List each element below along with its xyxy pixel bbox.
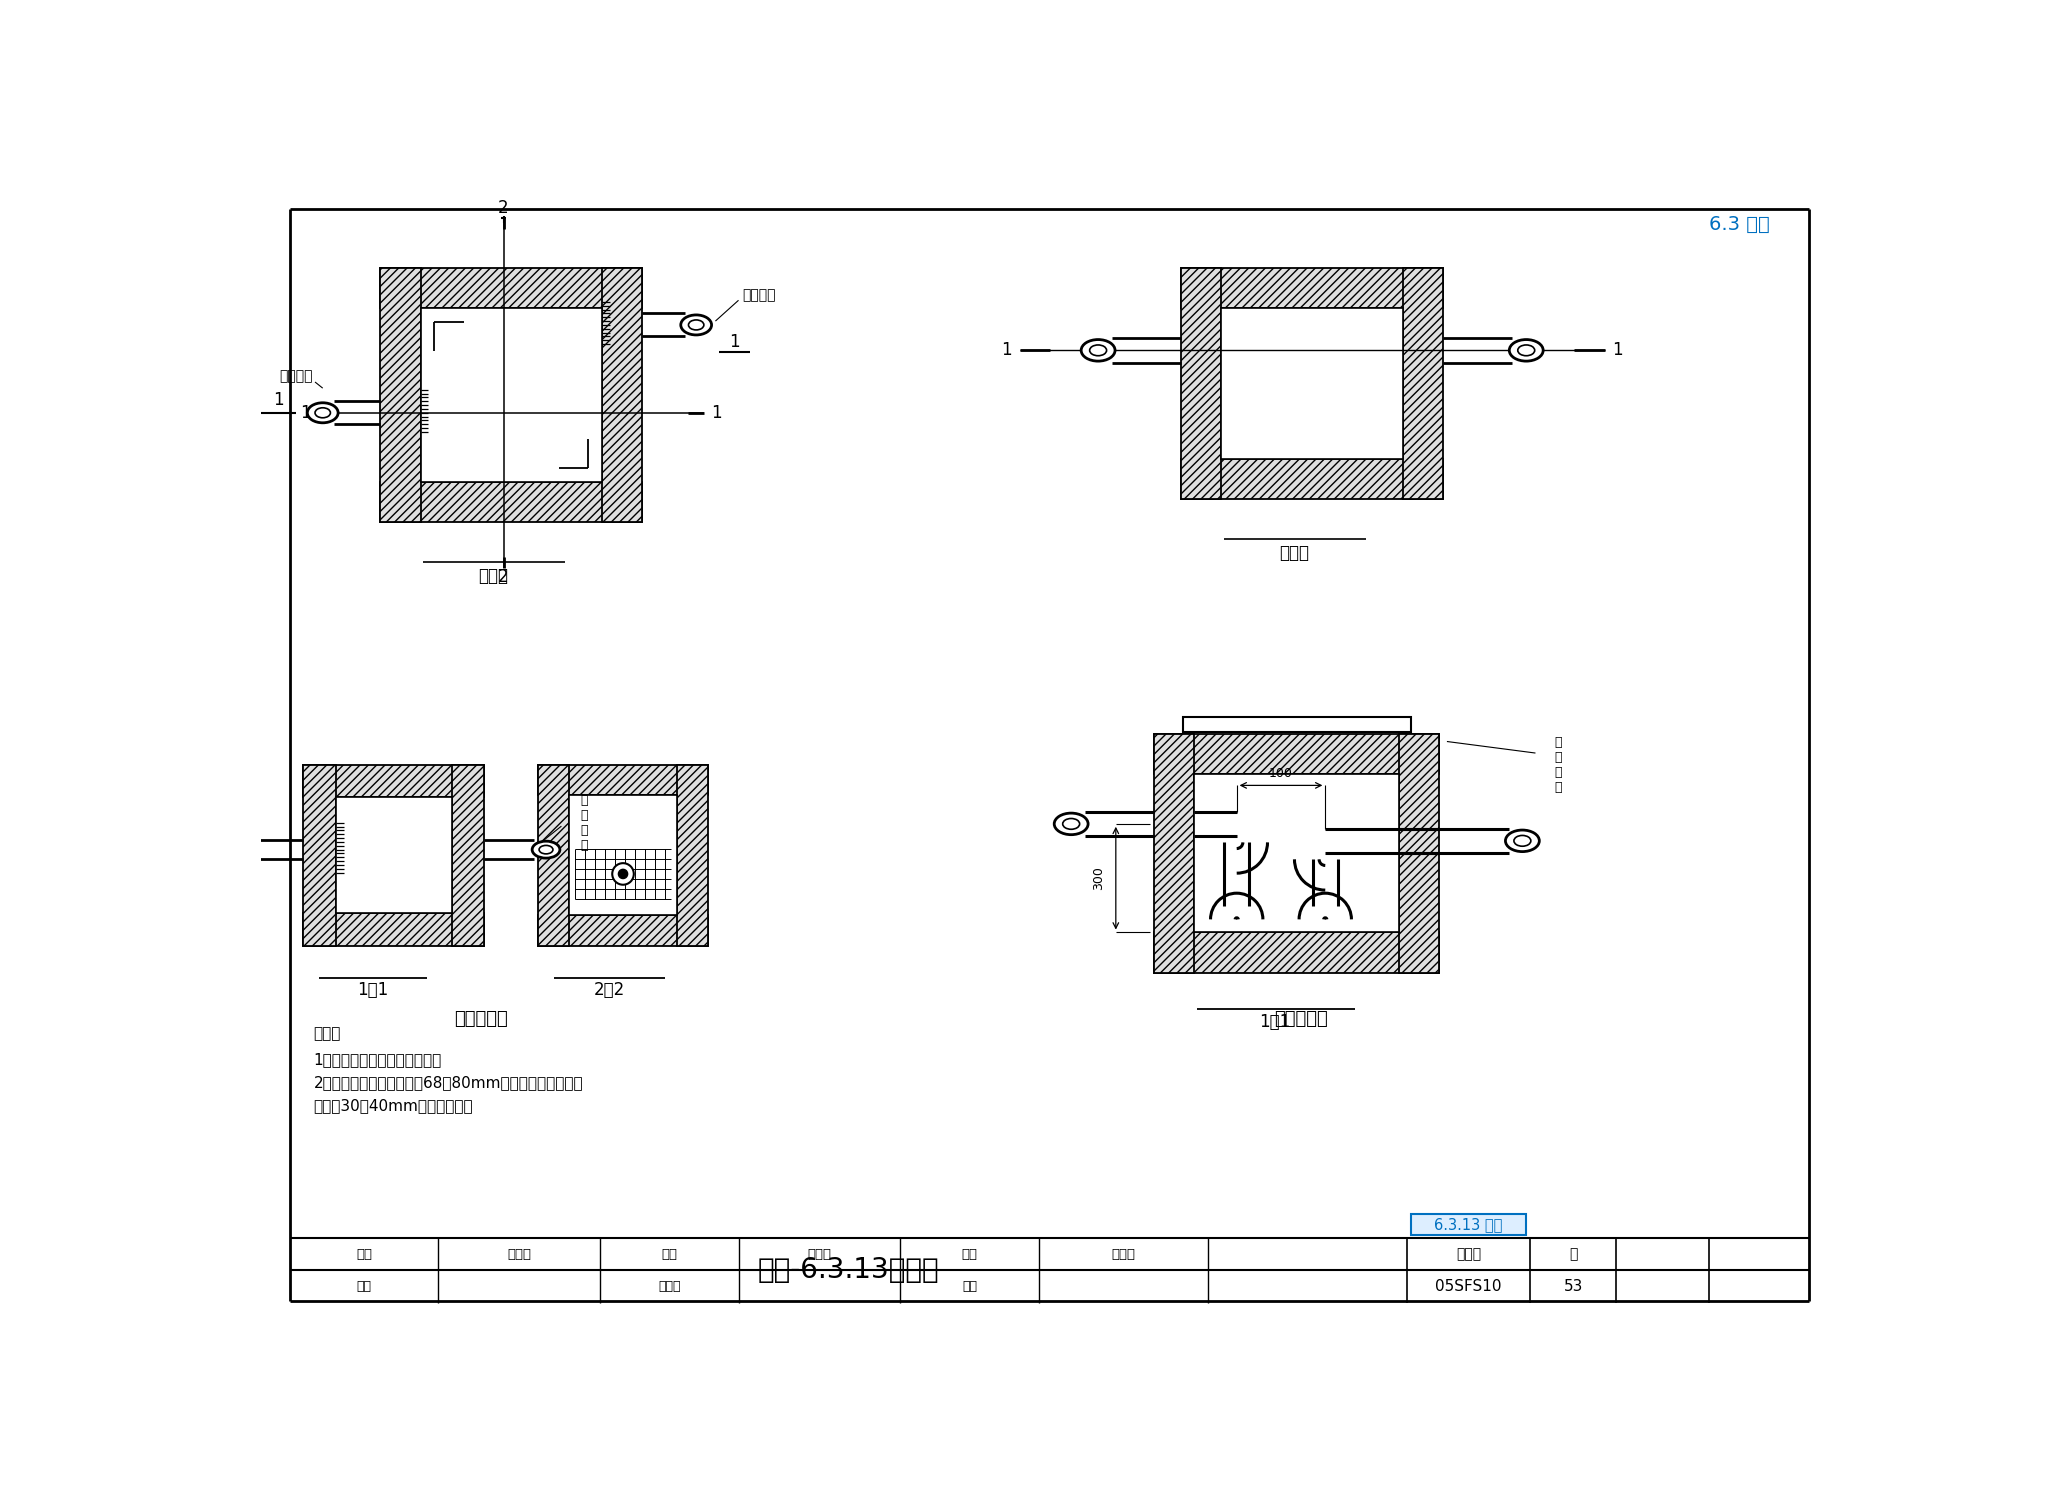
- Ellipse shape: [688, 320, 705, 330]
- Circle shape: [618, 869, 627, 879]
- Circle shape: [612, 863, 633, 885]
- Text: 水封井图示: 水封井图示: [1274, 1009, 1327, 1027]
- Text: 用粒径30～40mm的砾石填满。: 用粒径30～40mm的砾石填满。: [313, 1099, 473, 1114]
- Bar: [381, 268, 643, 308]
- Text: 施培俊: 施培俊: [807, 1248, 831, 1260]
- Ellipse shape: [680, 315, 711, 335]
- Text: 1: 1: [1001, 341, 1012, 359]
- Bar: [303, 913, 485, 945]
- Ellipse shape: [1090, 345, 1106, 356]
- Bar: [1403, 268, 1444, 499]
- Bar: [1399, 734, 1440, 973]
- Bar: [1155, 734, 1440, 774]
- Text: 1: 1: [272, 392, 283, 410]
- Text: 100: 100: [1270, 767, 1292, 780]
- Text: 6.3.13 图示: 6.3.13 图示: [1434, 1217, 1503, 1232]
- Text: 6.3 排水: 6.3 排水: [1710, 215, 1769, 233]
- Bar: [602, 268, 643, 522]
- Text: 杨腊梅: 杨腊梅: [508, 1248, 530, 1260]
- Ellipse shape: [1081, 339, 1114, 362]
- Bar: [539, 764, 709, 795]
- Text: 校对: 校对: [662, 1248, 678, 1260]
- Text: 施培俊: 施培俊: [657, 1280, 680, 1293]
- Bar: [336, 797, 453, 913]
- Text: 平面图: 平面图: [479, 567, 508, 585]
- Bar: [453, 764, 485, 945]
- Text: 图集号: 图集号: [1456, 1247, 1481, 1262]
- Text: 300: 300: [1092, 866, 1106, 890]
- Bar: [381, 481, 643, 522]
- Bar: [539, 915, 709, 945]
- Text: 1: 1: [711, 404, 723, 422]
- Text: 审核: 审核: [356, 1248, 373, 1260]
- Text: 沈俞俊: 沈俞俊: [1112, 1248, 1135, 1260]
- Text: 兖勇: 兖勇: [356, 1280, 373, 1293]
- Bar: [1411, 1214, 1526, 1235]
- Text: 05SFS10: 05SFS10: [1436, 1280, 1501, 1295]
- Ellipse shape: [307, 402, 338, 423]
- Bar: [569, 795, 678, 915]
- Ellipse shape: [227, 842, 256, 858]
- Text: 平面图: 平面图: [1280, 544, 1309, 562]
- Ellipse shape: [532, 842, 559, 858]
- Bar: [303, 764, 336, 945]
- Ellipse shape: [236, 845, 248, 854]
- Text: 隔
墙
型
槽: 隔 墙 型 槽: [582, 794, 588, 852]
- Text: 消波井图示: 消波井图示: [455, 1009, 508, 1027]
- Text: 1－1: 1－1: [356, 981, 389, 999]
- Text: 2: 2: [498, 199, 508, 217]
- Text: 53: 53: [1563, 1280, 1583, 1295]
- Bar: [1221, 308, 1403, 459]
- Text: 进水口槽: 进水口槽: [741, 289, 776, 302]
- Ellipse shape: [1509, 339, 1544, 362]
- Text: 兖勇: 兖勇: [963, 1280, 977, 1293]
- Bar: [1184, 718, 1411, 733]
- Text: 1、井内应填冲洗干净的砾石；: 1、井内应填冲洗干净的砾石；: [313, 1052, 442, 1067]
- Bar: [303, 764, 485, 797]
- Text: 1: 1: [301, 404, 311, 422]
- Ellipse shape: [1055, 813, 1087, 834]
- Bar: [1194, 774, 1399, 933]
- Text: 页: 页: [1569, 1247, 1577, 1262]
- Bar: [381, 268, 420, 522]
- Ellipse shape: [1505, 830, 1540, 852]
- Bar: [1155, 734, 1194, 973]
- Bar: [1182, 268, 1444, 308]
- Bar: [1182, 459, 1444, 499]
- Bar: [678, 764, 709, 945]
- Bar: [539, 764, 569, 945]
- Ellipse shape: [539, 845, 553, 854]
- Bar: [1155, 933, 1440, 973]
- Bar: [420, 308, 602, 481]
- Text: 2: 2: [498, 568, 508, 586]
- Text: 2－2: 2－2: [594, 981, 625, 999]
- Text: 设计: 设计: [961, 1248, 977, 1260]
- Text: 1: 1: [729, 333, 739, 351]
- Text: 1－1: 1－1: [1260, 1012, 1290, 1030]
- Bar: [1182, 268, 1221, 499]
- Text: 排水-6.3.13（续）: 排水-6.3.13（续）: [758, 1256, 940, 1284]
- Text: 说明：: 说明：: [313, 1027, 340, 1042]
- Ellipse shape: [315, 408, 330, 417]
- Text: 隔
墙
型
槽: 隔 墙 型 槽: [1554, 736, 1563, 794]
- Ellipse shape: [1513, 836, 1530, 846]
- Text: 2、进、出水口槽处用粒径68～80mm的砾石垒两道，其余: 2、进、出水口槽处用粒径68～80mm的砾石垒两道，其余: [313, 1075, 584, 1090]
- Text: 1: 1: [1612, 341, 1624, 359]
- Ellipse shape: [1518, 345, 1534, 356]
- Text: 出水口槽: 出水口槽: [279, 369, 313, 383]
- Ellipse shape: [1063, 818, 1079, 830]
